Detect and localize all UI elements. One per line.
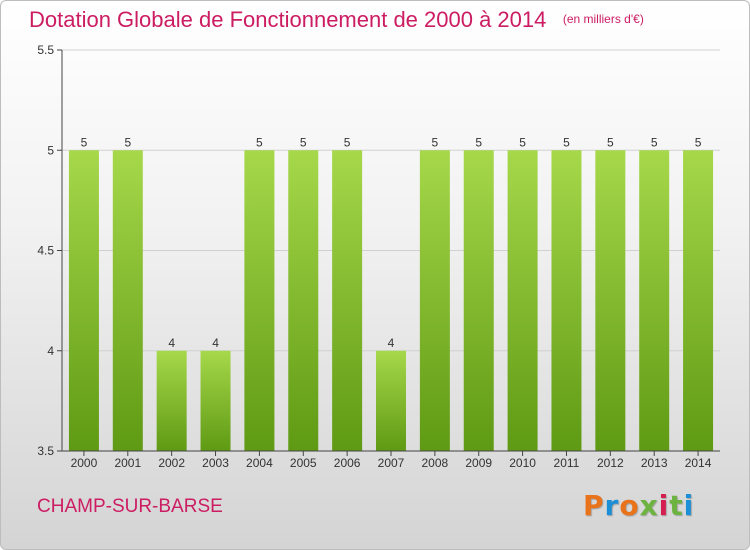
brand-logo: Proxiti xyxy=(583,489,694,522)
x-tick-label: 2000 xyxy=(71,456,98,470)
y-tick-label: 4 xyxy=(47,344,54,358)
label-layer: 3.5 4 4.5 5 5.5 5 2000 5 2001 4 2002 4 2003 5 2004 5 200… xyxy=(37,43,711,470)
bar-value-label: 5 xyxy=(432,135,439,149)
bar-value-label: 5 xyxy=(256,135,263,149)
bar xyxy=(639,150,670,451)
x-tick-label: 2010 xyxy=(509,456,536,470)
bar xyxy=(200,350,231,451)
x-tick-label: 2011 xyxy=(554,456,580,470)
bar xyxy=(288,150,319,451)
x-tick-label: 2002 xyxy=(158,456,185,470)
bar xyxy=(683,150,714,451)
bar xyxy=(595,150,626,451)
x-tick-label: 2006 xyxy=(334,456,361,470)
y-tick-label: 5.5 xyxy=(37,43,54,57)
bar-value-label: 5 xyxy=(81,135,88,149)
x-tick-label: 2001 xyxy=(114,456,141,470)
x-tick-label: 2014 xyxy=(685,456,712,470)
y-tick-label: 5 xyxy=(47,143,54,157)
x-tick-label: 2007 xyxy=(378,456,405,470)
y-tick-label: 4.5 xyxy=(37,244,54,258)
brand-letter: i xyxy=(683,489,695,522)
title-line: Dotation Globale de Fonctionnement de 20… xyxy=(29,7,644,33)
x-tick-label: 2013 xyxy=(641,456,668,470)
chart-title: Dotation Globale de Fonctionnement de 20… xyxy=(29,7,547,32)
bar xyxy=(463,150,494,451)
bar xyxy=(507,150,538,451)
brand-letter: o xyxy=(619,489,640,522)
x-tick-label: 2005 xyxy=(290,456,317,470)
bar-value-label: 5 xyxy=(300,135,307,149)
brand-letter: x xyxy=(639,489,659,522)
bar-value-label: 5 xyxy=(563,135,570,149)
bar-value-label: 5 xyxy=(344,135,351,149)
bar xyxy=(332,150,363,451)
bar-value-label: 5 xyxy=(695,135,702,149)
y-tick-label: 3.5 xyxy=(37,444,54,458)
bar-value-label: 5 xyxy=(651,135,658,149)
bar xyxy=(551,150,582,451)
x-tick-label: 2008 xyxy=(422,456,449,470)
axis-layer xyxy=(57,49,720,456)
bar xyxy=(244,150,275,451)
brand-letter: t xyxy=(669,489,684,522)
bar-value-label: 4 xyxy=(168,336,175,350)
x-tick-label: 2004 xyxy=(246,456,273,470)
brand-letter: i xyxy=(658,489,670,522)
bar xyxy=(376,350,406,451)
bar xyxy=(156,350,187,451)
x-tick-label: 2003 xyxy=(202,456,229,470)
bar xyxy=(68,150,99,451)
brand-letter: P xyxy=(583,489,605,522)
location-name: CHAMP-SUR-BARSE xyxy=(37,496,223,517)
bar-value-label: 5 xyxy=(124,135,131,149)
brand-letter: r xyxy=(604,489,620,522)
bar-value-label: 5 xyxy=(607,135,614,149)
bar-layer xyxy=(68,150,714,451)
x-tick-label: 2012 xyxy=(597,456,624,470)
bar-value-label: 4 xyxy=(212,336,219,350)
bar xyxy=(112,150,143,451)
chart-unit: (en milliers d'€) xyxy=(562,12,644,26)
bar xyxy=(419,150,450,451)
bar-value-label: 5 xyxy=(519,135,526,149)
bar-value-label: 5 xyxy=(475,135,482,149)
x-tick-label: 2009 xyxy=(465,456,492,470)
bar-value-label: 4 xyxy=(388,336,395,350)
